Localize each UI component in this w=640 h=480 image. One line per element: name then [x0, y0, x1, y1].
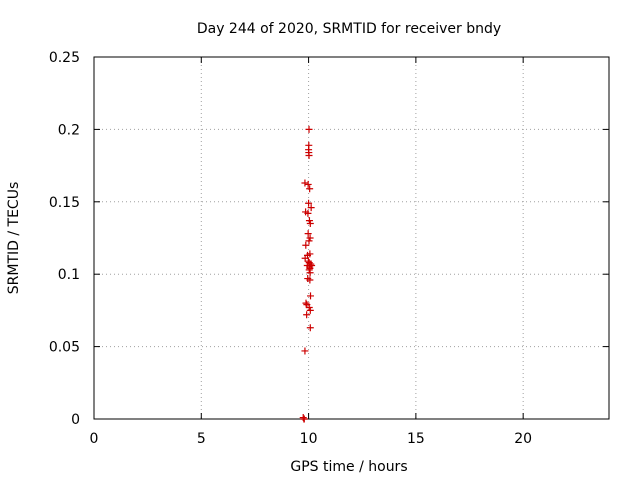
data-point	[306, 324, 314, 332]
data-point	[307, 292, 315, 300]
x-axis-label: GPS time / hours	[290, 459, 407, 475]
x-tick-label: 10	[300, 431, 318, 447]
chart-title: Day 244 of 2020, SRMTID for receiver bnd…	[197, 21, 501, 37]
data-point	[306, 306, 314, 314]
data-point	[305, 199, 313, 207]
y-tick-label: 0	[71, 412, 80, 428]
data-point	[302, 241, 310, 249]
data-point	[306, 269, 314, 277]
y-axis-label: SRMTID / TECUs	[6, 182, 22, 295]
data-points	[299, 125, 316, 423]
x-tick-label: 15	[407, 431, 425, 447]
data-point	[304, 209, 312, 217]
y-tick-label: 0.25	[49, 50, 80, 66]
data-point	[305, 125, 313, 133]
x-tick-label: 20	[514, 431, 532, 447]
y-tick-label: 0.1	[58, 267, 80, 283]
x-tick-label: 5	[197, 431, 206, 447]
data-point	[299, 414, 307, 422]
data-point	[302, 299, 310, 307]
data-point	[304, 230, 312, 238]
data-point	[304, 180, 312, 188]
axis-ticks: 0 5 10 15 20 0 0.05 0.1 0.15 0.2 0.25	[49, 50, 609, 447]
data-point	[301, 347, 309, 355]
x-tick-label: 0	[90, 431, 99, 447]
plot-frame	[93, 56, 610, 420]
data-point	[300, 415, 308, 423]
data-point	[303, 311, 311, 319]
data-point	[305, 151, 313, 159]
data-point	[301, 179, 309, 187]
data-point	[306, 185, 314, 193]
data-point	[305, 237, 313, 245]
data-point	[306, 220, 314, 228]
data-point	[307, 204, 315, 212]
y-tick-label: 0.15	[49, 195, 80, 211]
data-point	[306, 276, 314, 284]
y-tick-label: 0.2	[58, 122, 80, 138]
y-tick-label: 0.05	[49, 340, 80, 356]
